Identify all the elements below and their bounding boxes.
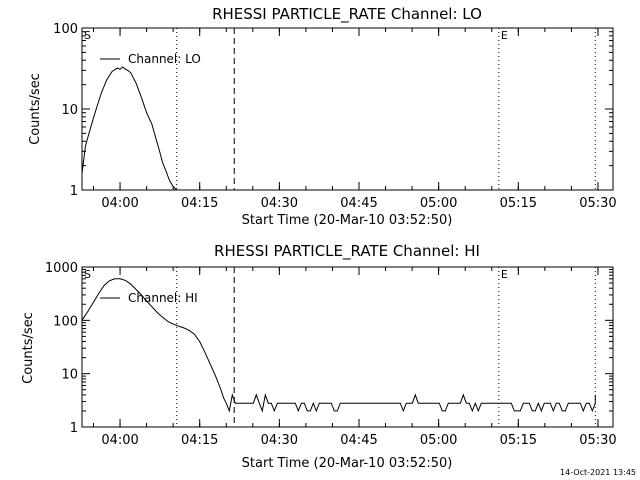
legend-label: Channel: HI xyxy=(128,291,198,305)
series-line xyxy=(81,278,596,413)
time-marker-label: E xyxy=(501,29,508,42)
time-marker-label: S xyxy=(84,268,91,281)
time-marker-label: S xyxy=(84,29,91,42)
x-axis-label: Start Time (20-Mar-10 03:52:50) xyxy=(242,213,453,228)
chart-title: RHESSI PARTICLE_RATE Channel: LO xyxy=(212,5,482,24)
series-group xyxy=(81,66,178,191)
x-axis-label: Start Time (20-Mar-10 03:52:50) xyxy=(242,456,453,471)
x-tick-label: 05:00 xyxy=(420,433,457,448)
legend: Channel: LO xyxy=(100,52,201,66)
generation-timestamp: 14-Oct-2021 13:45 xyxy=(560,468,636,477)
x-tick-label: 04:00 xyxy=(101,433,138,448)
time-marker-label: E xyxy=(501,268,508,281)
y-tick-label: 1000 xyxy=(45,261,78,276)
y-tick-label: 10 xyxy=(61,103,78,118)
y-tick-label: 100 xyxy=(53,22,78,37)
plot-frame xyxy=(81,266,614,428)
x-tick-label: 04:15 xyxy=(181,433,218,448)
x-tick-label: 04:30 xyxy=(261,433,298,448)
y-tick-label: 1 xyxy=(70,184,78,199)
y-tick-label: 1 xyxy=(70,421,78,436)
series-group xyxy=(81,278,596,413)
x-tick-label: 05:15 xyxy=(500,433,537,448)
chart-panel-lo: RHESSI PARTICLE_RATE Channel: LO Counts/… xyxy=(28,5,617,228)
series-line xyxy=(81,66,178,191)
y-tick-label: 10 xyxy=(61,368,78,383)
chart-title: RHESSI PARTICLE_RATE Channel: HI xyxy=(214,242,480,261)
x-tick-label: 04:30 xyxy=(261,196,298,211)
chart-panel-hi: RHESSI PARTICLE_RATE Channel: HI Counts/… xyxy=(21,242,617,471)
y-axis-label: Counts/sec xyxy=(21,312,36,384)
x-tick-label: 05:30 xyxy=(579,196,616,211)
x-tick-label: 05:30 xyxy=(579,433,616,448)
y-axis-label: Counts/sec xyxy=(28,73,43,145)
axis-ticks: 04:00 04:15 04:30 04:45 05:00 05:15 05:30 1 10 10… xyxy=(45,261,617,448)
legend: Channel: HI xyxy=(100,291,198,305)
y-tick-label: 100 xyxy=(53,314,78,329)
x-tick-label: 05:00 xyxy=(420,196,457,211)
x-tick-label: 05:15 xyxy=(500,196,537,211)
x-tick-label: 04:00 xyxy=(101,196,138,211)
x-tick-label: 04:45 xyxy=(340,433,377,448)
legend-label: Channel: LO xyxy=(128,52,201,66)
x-tick-label: 04:45 xyxy=(340,196,377,211)
x-tick-label: 04:15 xyxy=(181,196,218,211)
axis-ticks: 04:00 04:15 04:30 04:45 05:00 05:15 05:30 1 10 10… xyxy=(53,22,617,211)
